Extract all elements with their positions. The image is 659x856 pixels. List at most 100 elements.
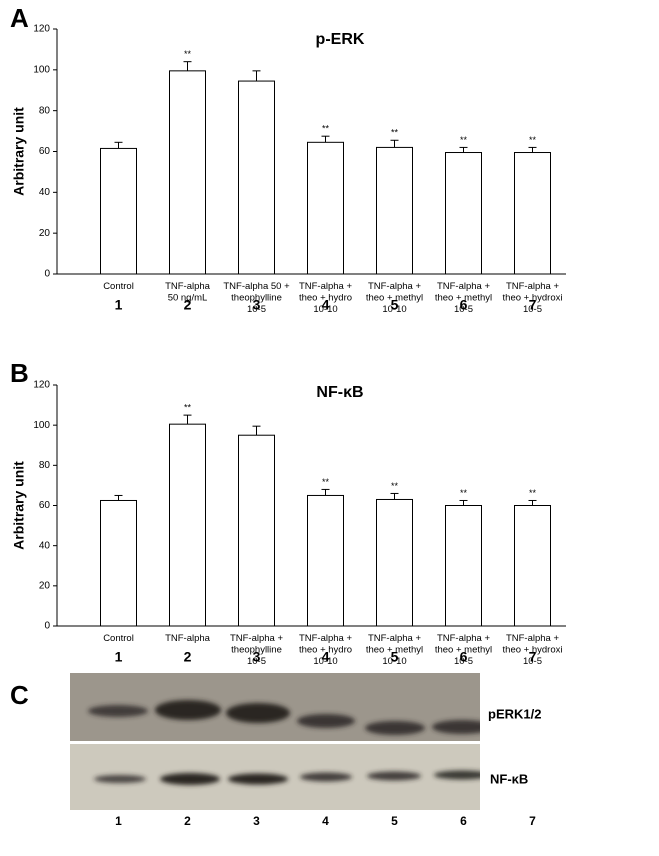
- x-tick-label: TNF-alpha + theo + methyl 10-5: [435, 633, 492, 667]
- x-tick-line: TNF-alpha 50 +: [223, 281, 290, 292]
- y-tick-label: 0: [44, 269, 50, 280]
- x-tick-line: 10-5: [454, 304, 473, 315]
- lane-number: 7: [529, 297, 537, 313]
- bar: [514, 505, 551, 627]
- y-tick-label: 20: [39, 228, 51, 239]
- y-tick-label: 60: [39, 146, 51, 157]
- x-tick-label: TNF-alpha + theophylline 10-5: [230, 633, 284, 667]
- lane-number: 6: [460, 297, 468, 313]
- panel-letter: C: [10, 680, 29, 710]
- lane-number: 1: [115, 649, 123, 665]
- y-axis-label: Arbitrary unit: [11, 461, 27, 550]
- y-tick-label: 40: [39, 187, 51, 198]
- x-tick-line: TNF-alpha +: [230, 633, 284, 644]
- x-tick-line: TNF-alpha +: [437, 281, 491, 292]
- y-tick-label: 80: [39, 460, 51, 471]
- bar: [376, 146, 413, 275]
- lane-number: 4: [322, 297, 330, 313]
- x-tick-line: theophylline: [231, 292, 282, 303]
- lane-number: 5: [391, 297, 399, 313]
- bar: [514, 152, 551, 275]
- x-tick-line: theo + hydroxi: [503, 292, 563, 303]
- blot-lane-number: 4: [322, 814, 329, 828]
- bar: [445, 152, 482, 275]
- y-tick-label: 80: [39, 105, 51, 116]
- x-tick-label: TNF-alpha + theo + hydroxi 10-5: [503, 281, 563, 315]
- significance: **: [460, 488, 468, 498]
- chart-title: p-ERK: [316, 31, 365, 48]
- x-tick-line: TNF-alpha +: [368, 633, 422, 644]
- x-tick-line: 10-10: [382, 304, 406, 315]
- bar: [169, 70, 206, 275]
- x-tick-line: theo + hydro: [299, 292, 352, 303]
- blot-lane-number: 5: [391, 814, 398, 828]
- significance: **: [184, 403, 192, 413]
- y-tick-label: 100: [33, 420, 50, 431]
- x-tick-line: theo + methyl: [366, 292, 423, 303]
- lane-number: 3: [253, 297, 261, 313]
- x-tick-label: TNF-alpha + theo + hydro 10-10: [299, 281, 353, 315]
- y-axis-label: Arbitrary unit: [11, 107, 27, 196]
- lane-number: 5: [391, 649, 399, 665]
- x-tick-line: 10-5: [523, 304, 542, 315]
- x-tick-line: theo + hydro: [299, 644, 352, 655]
- x-tick-label: TNF-alpha 50 + theophylline 10-5: [223, 281, 290, 315]
- significance: **: [391, 481, 399, 491]
- x-tick-line: Control: [103, 633, 134, 644]
- lane-number: 3: [253, 649, 261, 665]
- bar: [100, 499, 137, 627]
- y-tick-label: 0: [44, 621, 50, 632]
- bar: [307, 494, 344, 627]
- significance: **: [322, 124, 330, 134]
- panel-letter: A: [10, 3, 29, 33]
- x-tick-line: TNF-alpha: [165, 281, 211, 292]
- x-tick-line: 10-10: [313, 304, 337, 315]
- x-tick-line: theo + methyl: [435, 644, 492, 655]
- x-tick-line: 10-10: [313, 656, 337, 667]
- lane-number: 2: [184, 649, 192, 665]
- x-tick-label: TNF-alpha + theo + methyl 10-5: [435, 281, 492, 315]
- panel-letter: B: [10, 358, 29, 388]
- significance: **: [322, 477, 330, 487]
- y-tick-label: 40: [39, 540, 51, 551]
- x-tick-label: TNF-alpha + theo + methyl 10-10: [366, 281, 423, 315]
- x-tick-line: TNF-alpha +: [437, 633, 491, 644]
- y-tick-label: 100: [33, 64, 50, 75]
- x-tick-line: theo + methyl: [366, 644, 423, 655]
- blot-lane-number: 6: [460, 814, 467, 828]
- bar: [307, 141, 344, 275]
- bar: [100, 147, 137, 275]
- x-tick-line: TNF-alpha: [165, 633, 211, 644]
- bar: [376, 498, 413, 627]
- lane-number: 7: [529, 649, 537, 665]
- x-tick-line: TNF-alpha +: [299, 281, 353, 292]
- blot-lane-number: 2: [184, 814, 191, 828]
- bar: [238, 80, 275, 275]
- blot-label: pERK1/2: [488, 706, 541, 721]
- bar: [238, 434, 275, 627]
- blot-lane-number: 7: [529, 814, 536, 828]
- x-tick-line: theo + methyl: [435, 292, 492, 303]
- x-tick-line: 10-5: [247, 304, 266, 315]
- x-tick-line: Control: [103, 281, 134, 292]
- x-tick-line: 50 ng/mL: [168, 292, 208, 303]
- chart-title: NF-κB: [316, 384, 363, 401]
- lane-number: 4: [322, 649, 330, 665]
- significance: **: [391, 128, 399, 138]
- blot-label: NF-κB: [490, 771, 528, 786]
- x-tick-line: theo + hydroxi: [503, 644, 563, 655]
- x-tick-line: TNF-alpha +: [299, 633, 353, 644]
- x-tick-line: TNF-alpha +: [506, 281, 560, 292]
- bar: [445, 505, 482, 627]
- x-tick-line: 10-10: [382, 656, 406, 667]
- x-tick-line: 10-5: [454, 656, 473, 667]
- x-tick-label: Control: [103, 281, 134, 292]
- y-tick-label: 20: [39, 580, 51, 591]
- x-tick-line: TNF-alpha +: [506, 633, 560, 644]
- lane-number: 1: [115, 297, 123, 313]
- x-tick-label: Control: [103, 633, 134, 644]
- significance: **: [460, 135, 468, 145]
- y-tick-label: 120: [33, 24, 50, 35]
- blot-mask: [480, 673, 659, 813]
